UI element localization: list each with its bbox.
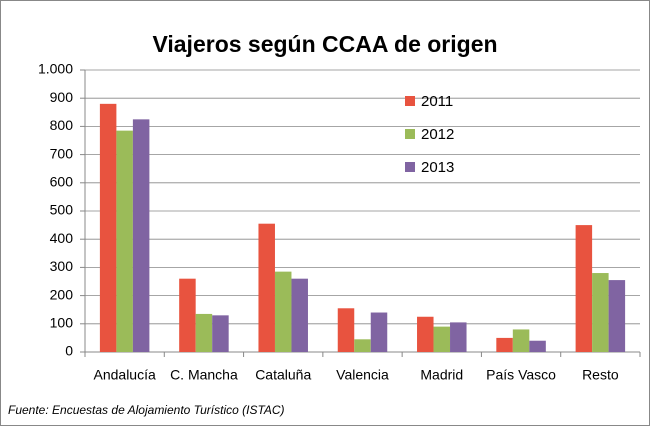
x-tick-label: Cataluña xyxy=(255,367,311,383)
bar xyxy=(433,326,451,352)
x-tick-label: Andalucía xyxy=(94,367,156,383)
legend-label: 2012 xyxy=(421,126,454,143)
y-tick-label: 900 xyxy=(50,89,74,105)
y-tick-label: 800 xyxy=(50,117,74,133)
y-tick-label: 600 xyxy=(50,174,74,190)
bar xyxy=(370,312,388,352)
y-tick-label: 100 xyxy=(50,315,74,331)
bar xyxy=(450,322,467,352)
source-note: Fuente: Encuestas de Alojamiento Turísti… xyxy=(8,403,285,417)
y-tick-label: 1.000 xyxy=(38,61,73,77)
bar xyxy=(608,280,626,352)
bar xyxy=(512,329,530,352)
bar xyxy=(592,273,609,352)
x-tick-label: País Vasco xyxy=(486,367,556,383)
legend-swatch xyxy=(405,96,415,106)
x-tick-label: Valencia xyxy=(336,367,389,383)
bar xyxy=(496,337,513,352)
bar xyxy=(529,340,546,352)
bar xyxy=(212,315,229,352)
legend-swatch xyxy=(405,129,415,139)
bar xyxy=(274,271,292,352)
bar xyxy=(575,225,593,352)
bar xyxy=(417,316,434,352)
y-tick-label: 200 xyxy=(50,286,74,302)
legend-label: 2013 xyxy=(421,159,454,176)
bar xyxy=(99,103,117,352)
x-tick-label: Madrid xyxy=(420,367,463,383)
bar xyxy=(291,278,308,352)
bar xyxy=(179,278,196,352)
y-tick-label: 300 xyxy=(50,258,74,274)
y-tick-label: 400 xyxy=(50,230,74,246)
y-tick-label: 500 xyxy=(50,202,74,218)
bar xyxy=(258,223,275,352)
y-tick-label: 0 xyxy=(65,343,73,359)
y-tick-label: 700 xyxy=(50,145,74,161)
legend-swatch xyxy=(405,162,415,172)
bar xyxy=(116,130,133,352)
x-tick-label: C. Mancha xyxy=(170,367,238,383)
bar xyxy=(337,308,355,352)
bar xyxy=(195,313,213,352)
legend-label: 2011 xyxy=(421,93,453,110)
x-tick-label: Resto xyxy=(582,367,619,383)
bar xyxy=(354,339,371,352)
bar xyxy=(132,119,150,352)
chart-title: Viajeros según CCAA de origen xyxy=(152,31,497,57)
